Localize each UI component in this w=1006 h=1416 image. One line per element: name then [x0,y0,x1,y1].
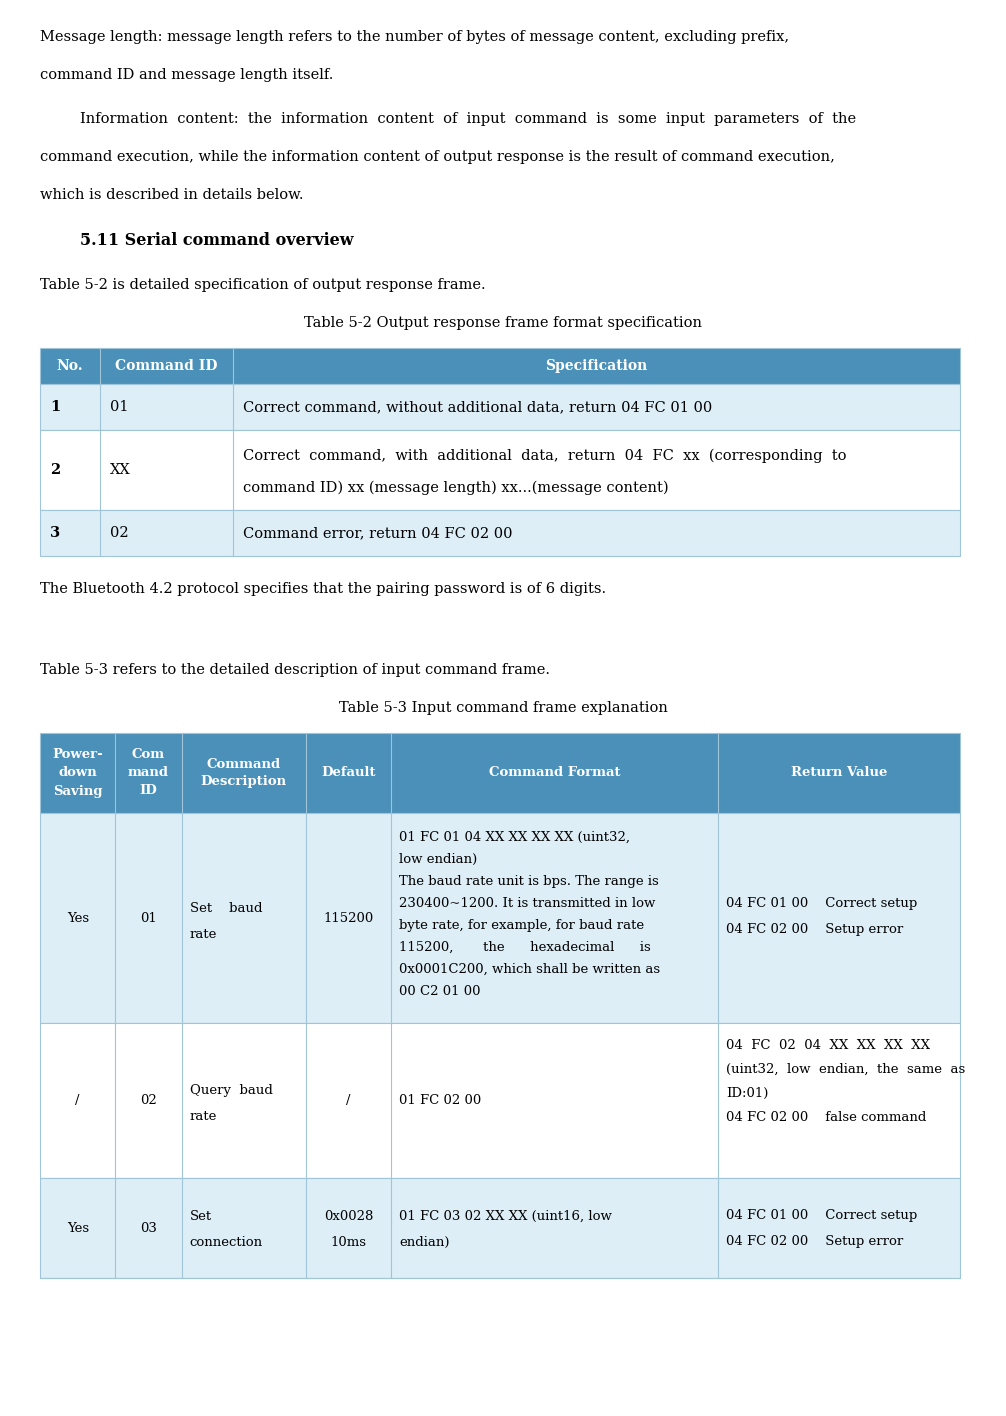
Text: (uint32,  low  endian,  the  same  as: (uint32, low endian, the same as [726,1063,966,1076]
Text: connection: connection [190,1236,263,1249]
Text: command ID and message length itself.: command ID and message length itself. [40,68,333,82]
Text: 02: 02 [140,1095,157,1107]
Bar [40,1178,960,1279]
Text: Information  content:  the  information  content  of  input  command  is  some  : Information content: the information con… [80,112,856,126]
Text: 01: 01 [110,399,129,413]
Text: Saving: Saving [53,784,103,797]
Text: Correct  command,  with  additional  data,  return  04  FC  xx  (corresponding  : Correct command, with additional data, r… [243,449,847,463]
Bar [40,510,960,556]
Text: /: / [346,1095,351,1107]
Text: 03: 03 [140,1222,157,1235]
Text: 1: 1 [50,399,60,413]
Text: rate: rate [190,1110,217,1123]
Text: 04 FC 02 00    Setup error: 04 FC 02 00 Setup error [726,1236,903,1249]
Text: command ID) xx (message length) xx...(message content): command ID) xx (message length) xx...(me… [243,481,669,496]
Text: Table 5-3 refers to the detailed description of input command frame.: Table 5-3 refers to the detailed descrip… [40,663,550,677]
Text: down: down [58,766,98,779]
Text: Command ID: Command ID [116,360,217,372]
Text: The Bluetooth 4.2 protocol specifies that the pairing password is of 6 digits.: The Bluetooth 4.2 protocol specifies tha… [40,582,607,596]
Text: 3: 3 [50,525,60,539]
Text: /: / [75,1095,79,1107]
Text: ID: ID [140,784,157,797]
Text: 115200: 115200 [324,912,374,925]
Text: 10ms: 10ms [331,1236,366,1249]
Bar [40,384,960,430]
Text: 2: 2 [50,463,60,477]
Text: Yes: Yes [66,1222,89,1235]
Text: Set: Set [190,1209,212,1222]
Text: 00 C2 01 00: 00 C2 01 00 [399,986,481,998]
Text: Correct command, without additional data, return 04 FC 01 00: Correct command, without additional data… [243,399,712,413]
Text: 5.11 Serial command overview: 5.11 Serial command overview [80,232,353,249]
Text: 01: 01 [140,912,157,925]
Text: Table 5-3 Input command frame explanation: Table 5-3 Input command frame explanatio… [339,701,667,715]
Bar [40,430,960,510]
Text: Command: Command [206,758,281,770]
Text: 04  FC  02  04  XX  XX  XX  XX: 04 FC 02 04 XX XX XX XX [726,1039,930,1052]
Bar [40,348,960,384]
Text: 04 FC 02 00    Setup error: 04 FC 02 00 Setup error [726,923,903,936]
Text: Com: Com [132,749,165,762]
Text: Return Value: Return Value [791,766,887,779]
Text: Specification: Specification [545,360,648,372]
Text: command execution, while the information content of output response is the resul: command execution, while the information… [40,150,835,164]
Text: Power-: Power- [52,749,103,762]
Text: 04 FC 01 00    Correct setup: 04 FC 01 00 Correct setup [726,898,917,910]
Text: Command Format: Command Format [489,766,621,779]
Text: 01 FC 01 04 XX XX XX XX (uint32,: 01 FC 01 04 XX XX XX XX (uint32, [399,831,631,844]
Bar [40,1022,960,1178]
Text: Message length: message length refers to the number of bytes of message content,: Message length: message length refers to… [40,30,789,44]
Text: The baud rate unit is bps. The range is: The baud rate unit is bps. The range is [399,875,659,888]
Text: 01 FC 02 00: 01 FC 02 00 [399,1095,482,1107]
Text: Yes: Yes [66,912,89,925]
Text: 04 FC 02 00    false command: 04 FC 02 00 false command [726,1112,927,1124]
Text: XX: XX [110,463,131,477]
Text: 230400~1200. It is transmitted in low: 230400~1200. It is transmitted in low [399,896,656,910]
Text: Description: Description [201,776,287,789]
Text: Query  baud: Query baud [190,1085,273,1097]
Bar [40,733,960,813]
Text: Set    baud: Set baud [190,902,263,915]
Text: Table 5-2 Output response frame format specification: Table 5-2 Output response frame format s… [304,316,702,330]
Text: which is described in details below.: which is described in details below. [40,188,304,202]
Text: low endian): low endian) [399,852,478,867]
Text: byte rate, for example, for baud rate: byte rate, for example, for baud rate [399,919,645,932]
Text: Table 5-2 is detailed specification of output response frame.: Table 5-2 is detailed specification of o… [40,278,486,292]
Text: ID:01): ID:01) [726,1087,769,1100]
Text: mand: mand [128,766,169,779]
Text: Command error, return 04 FC 02 00: Command error, return 04 FC 02 00 [243,525,513,539]
Text: 04 FC 01 00    Correct setup: 04 FC 01 00 Correct setup [726,1209,917,1222]
Text: Default: Default [321,766,376,779]
Text: 0x0028: 0x0028 [324,1209,373,1222]
Text: 0x0001C200, which shall be written as: 0x0001C200, which shall be written as [399,963,661,976]
Bar [40,813,960,1022]
Text: 115200,       the      hexadecimal      is: 115200, the hexadecimal is [399,942,651,954]
Text: 01 FC 03 02 XX XX (uint16, low: 01 FC 03 02 XX XX (uint16, low [399,1209,613,1222]
Text: No.: No. [56,360,83,372]
Text: endian): endian) [399,1236,450,1249]
Text: 02: 02 [110,525,129,539]
Text: rate: rate [190,927,217,940]
